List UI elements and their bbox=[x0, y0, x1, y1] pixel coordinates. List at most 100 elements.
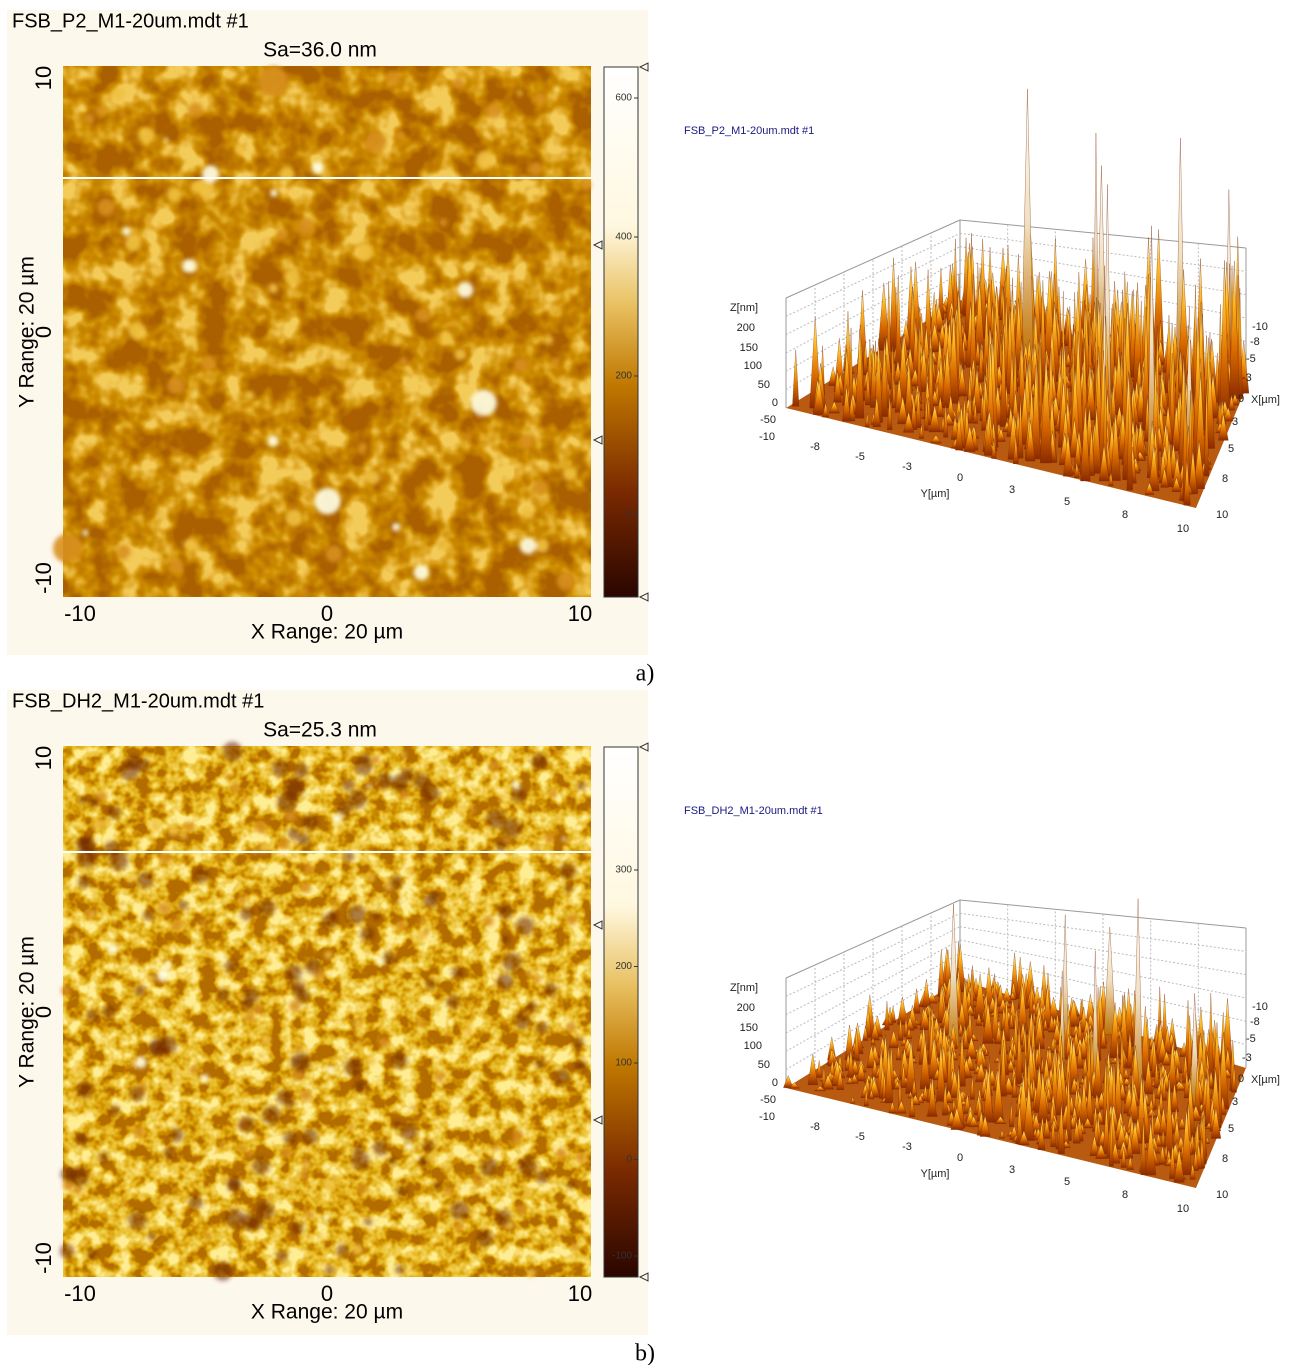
z-tick-label: 0 bbox=[772, 397, 778, 409]
afm-pit bbox=[329, 910, 338, 919]
surface-spike bbox=[1072, 1120, 1081, 1144]
afm-spot bbox=[279, 166, 294, 182]
afm-pit bbox=[535, 1170, 549, 1184]
afm-pit bbox=[392, 1120, 402, 1130]
surface-spike bbox=[828, 401, 840, 414]
x3d-label: X[µm] bbox=[1251, 1074, 1280, 1086]
afm-spot bbox=[470, 389, 497, 417]
afm-spot bbox=[445, 1032, 451, 1038]
surface-spike bbox=[905, 1016, 915, 1031]
afm-spot bbox=[351, 1244, 363, 1256]
afm-spot bbox=[301, 1160, 312, 1171]
x-tick-label: 0 bbox=[321, 601, 333, 626]
afm-pit bbox=[77, 875, 91, 889]
surface-spike bbox=[1000, 325, 1007, 427]
afm-pit bbox=[535, 1058, 546, 1069]
x-axis-label: X Range: 20 µm bbox=[251, 1301, 403, 1324]
afm-spot bbox=[533, 845, 540, 852]
afm-pit bbox=[293, 763, 309, 778]
afm-spot bbox=[184, 821, 195, 832]
surface-spike bbox=[903, 1017, 909, 1037]
afm-pit bbox=[243, 987, 260, 1003]
x-tick-label: -10 bbox=[64, 601, 96, 626]
afm-pit bbox=[78, 795, 87, 805]
afm-spot bbox=[258, 66, 289, 97]
afm-pit bbox=[501, 818, 521, 838]
afm-spot bbox=[284, 809, 297, 822]
y3d-tick-label: 3 bbox=[1009, 1164, 1015, 1176]
afm-pit bbox=[376, 773, 393, 789]
afm-spot bbox=[303, 864, 314, 874]
afm-pit bbox=[496, 973, 513, 991]
afm-spot bbox=[230, 783, 241, 793]
colorbar-marker bbox=[638, 1272, 649, 1282]
afm-pit bbox=[372, 1140, 389, 1156]
afm-spot bbox=[171, 918, 183, 931]
afm-pit bbox=[342, 778, 355, 791]
file-title: FSB_DH2_M1-20um.mdt #1 bbox=[12, 690, 264, 712]
surface-spike bbox=[972, 402, 978, 424]
x-tick-label: -10 bbox=[64, 1281, 96, 1306]
surface-spike bbox=[979, 1115, 991, 1137]
surface-spike bbox=[865, 371, 871, 406]
afm-spot bbox=[543, 335, 554, 345]
afm-spot bbox=[111, 86, 126, 101]
afm-pit bbox=[423, 893, 439, 909]
surface-spike bbox=[924, 398, 929, 431]
surface-spike bbox=[1103, 927, 1116, 1035]
surface-spike bbox=[853, 1028, 860, 1061]
afm-pit bbox=[389, 875, 403, 890]
surface-spike bbox=[1183, 458, 1191, 506]
afm-pit bbox=[364, 1217, 373, 1226]
afm-pit bbox=[283, 1131, 298, 1146]
afm-spot bbox=[101, 471, 109, 479]
afm-spot bbox=[107, 943, 118, 954]
surface-spike bbox=[1126, 1156, 1134, 1170]
afm-spot bbox=[268, 283, 279, 294]
surface-spike bbox=[1006, 1059, 1016, 1073]
afm-pit bbox=[291, 1221, 304, 1235]
afm-pit bbox=[451, 967, 464, 980]
afm-spot bbox=[111, 190, 116, 195]
afm-pit bbox=[128, 1211, 147, 1230]
afm-spot bbox=[395, 920, 407, 931]
afm-spot bbox=[483, 915, 494, 927]
surface-spike bbox=[847, 1049, 855, 1078]
afm-spots bbox=[59, 741, 591, 1281]
afm-pit bbox=[518, 1157, 537, 1176]
surface-spike bbox=[975, 1012, 983, 1026]
afm-spot bbox=[410, 1104, 416, 1111]
surface-spike bbox=[1170, 1082, 1179, 1112]
surface-spike bbox=[984, 411, 993, 456]
surface-spike bbox=[1173, 1148, 1185, 1183]
surface-spike bbox=[1085, 371, 1097, 421]
box-grid bbox=[785, 232, 961, 317]
surface-spike bbox=[1205, 1136, 1210, 1144]
afm-pit bbox=[285, 1098, 295, 1108]
surface-spike bbox=[900, 1063, 907, 1088]
surface-spike bbox=[991, 439, 997, 459]
afm-spot bbox=[121, 1199, 128, 1206]
surface-spike bbox=[1167, 1042, 1178, 1093]
surface-spike bbox=[1160, 1129, 1166, 1147]
afm-pit bbox=[564, 883, 574, 893]
surface-spike bbox=[789, 1082, 800, 1089]
surface-spike bbox=[963, 1093, 971, 1114]
surface-spike bbox=[957, 366, 967, 397]
afm-spot bbox=[137, 237, 143, 242]
y3d-tick-label: -5 bbox=[855, 1131, 865, 1143]
afm-spot bbox=[511, 780, 520, 789]
y-tick-label: 10 bbox=[31, 746, 56, 770]
afm-pit bbox=[225, 1208, 245, 1228]
colorbar-marker bbox=[592, 1115, 603, 1125]
afm-spot bbox=[323, 1180, 336, 1192]
afm-spot bbox=[122, 226, 131, 236]
y3d-tick-label: 8 bbox=[1122, 1189, 1128, 1201]
afm-spot bbox=[378, 1037, 390, 1049]
afm-spot bbox=[415, 1146, 420, 1152]
surface-spike bbox=[1093, 1043, 1103, 1098]
colorbar-marker bbox=[638, 742, 649, 752]
afm-pit bbox=[559, 863, 576, 880]
surface-spike bbox=[813, 1086, 827, 1092]
afm-spot bbox=[234, 271, 243, 279]
